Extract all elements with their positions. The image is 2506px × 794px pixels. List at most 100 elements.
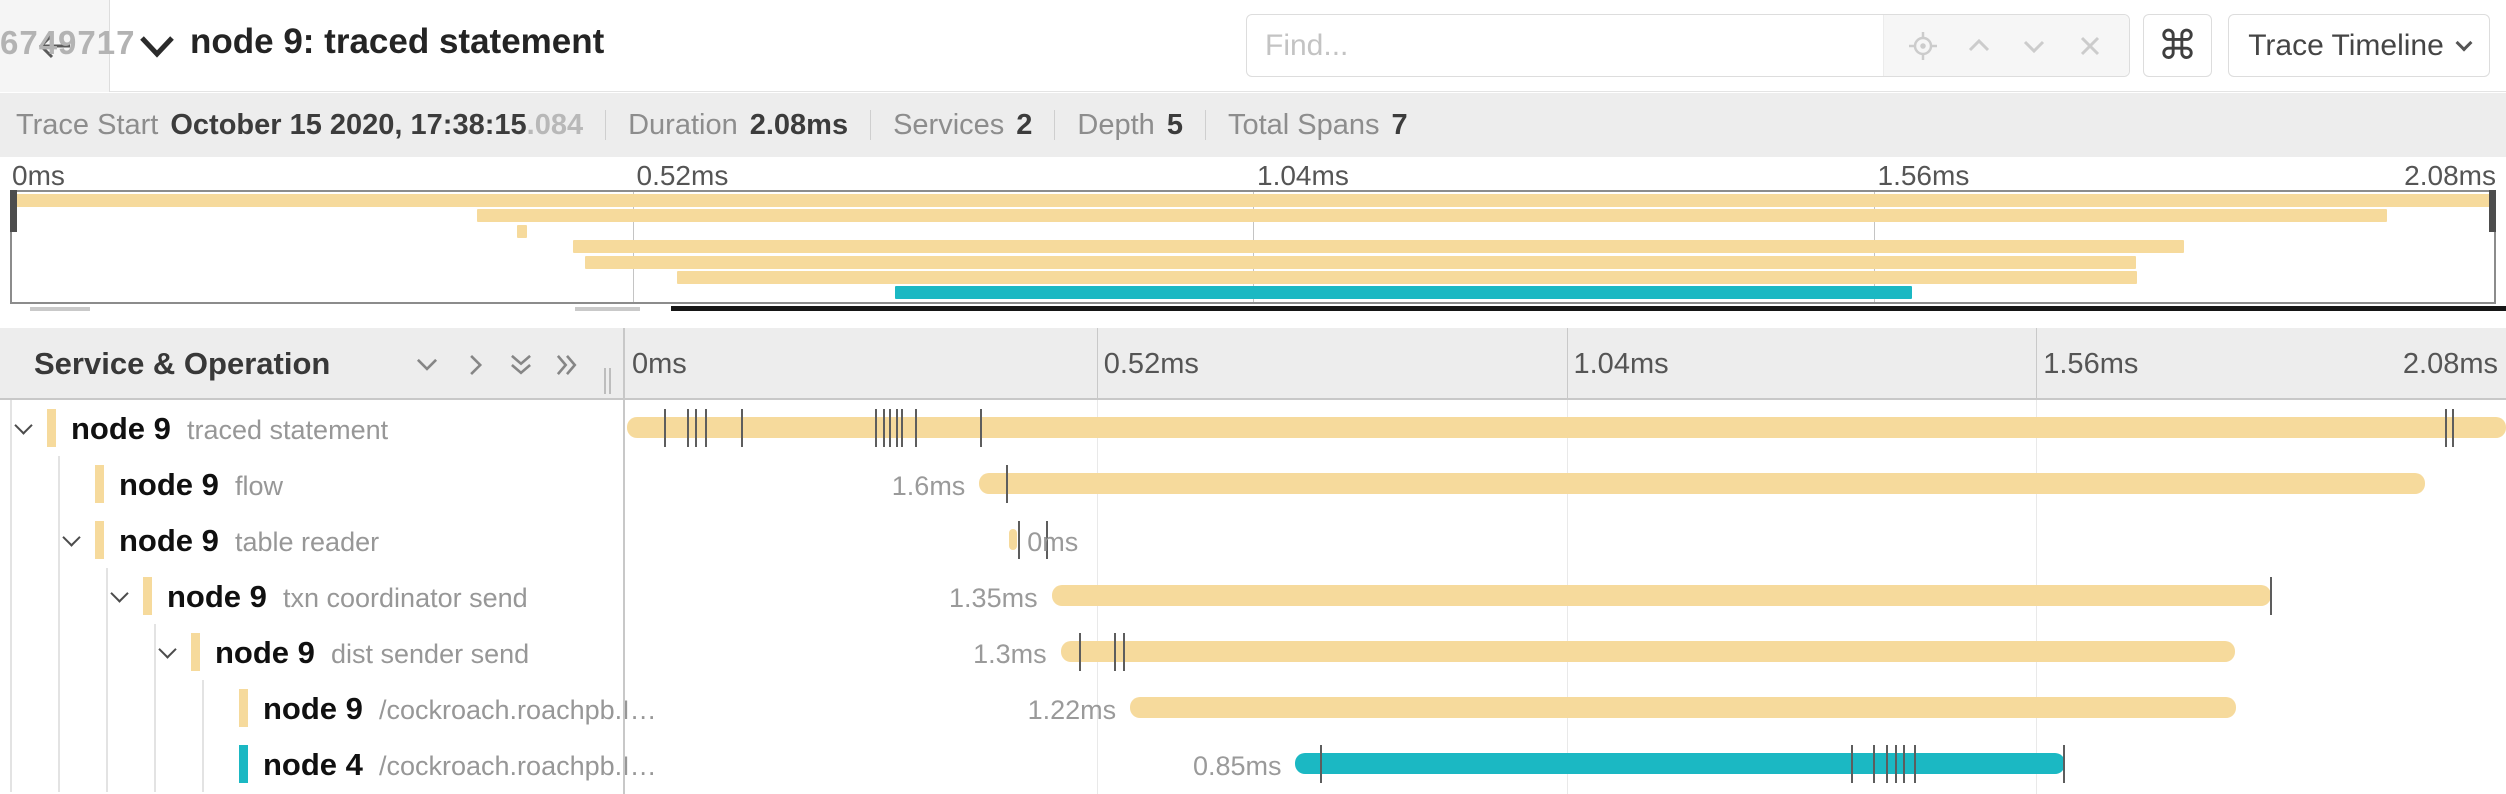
span-log-tick <box>874 409 877 447</box>
span-log-tick <box>900 409 903 447</box>
operation-name[interactable]: flow <box>235 471 284 501</box>
minimap-axis-tick-label: 0.52ms <box>636 160 729 191</box>
operation-name[interactable]: /cockroach.roachpb.I… <box>379 751 657 781</box>
summary-item: Services 2 <box>893 109 1032 142</box>
expand-collapse-chevron-icon[interactable] <box>14 416 33 435</box>
service-name[interactable]: node 9 <box>71 411 171 446</box>
span-log-tick <box>664 409 667 447</box>
span-log-tick <box>882 409 885 447</box>
minimap-axis-tick-label: 2.08ms <box>2404 160 2496 191</box>
span-row[interactable]: node 9 dist sender send 1.3ms <box>0 624 2506 680</box>
tree-indent-guide <box>202 680 204 736</box>
horizontal-scrollbar[interactable] <box>671 306 2506 311</box>
span-row[interactable]: node 9 txn coordinator send 1.35ms <box>0 568 2506 624</box>
trace-view-dropdown-label: Trace Timeline <box>2248 28 2444 62</box>
timeline-axis-tick-label: 1.04ms <box>1573 348 1669 380</box>
operation-name[interactable]: traced statement <box>187 415 389 445</box>
trace-view-dropdown[interactable]: Trace Timeline <box>2228 14 2490 77</box>
expand-collapse-chevron-icon[interactable] <box>62 528 81 547</box>
collapse-all-chevron-down-icon[interactable] <box>414 352 440 378</box>
operation-name[interactable]: table reader <box>235 527 380 557</box>
expand-all-double-chevron-right-icon[interactable] <box>554 352 580 378</box>
service-name[interactable]: node 4 <box>263 747 363 782</box>
service-name[interactable]: node 9 <box>215 635 315 670</box>
span-log-tick <box>740 409 743 447</box>
collapse-trace-header-chevron-icon[interactable] <box>136 30 178 62</box>
span-duration-bar[interactable] <box>1009 529 1018 550</box>
tree-indent-guide <box>106 736 108 792</box>
span-duration-bar[interactable] <box>1060 641 2235 662</box>
timeline-axis-tick-label: 0.52ms <box>1103 348 1199 380</box>
find-clear-icon[interactable] <box>2073 29 2107 63</box>
tree-indent-guide <box>106 680 108 736</box>
find-input[interactable] <box>1247 15 1883 76</box>
tree-indent-guide <box>10 400 12 456</box>
tree-indent-guide <box>154 680 156 736</box>
span-log-tick <box>1895 745 1898 783</box>
minimap-span-bar <box>12 194 2494 207</box>
operation-name[interactable]: dist sender send <box>331 639 530 669</box>
scrollbar-track-stub <box>575 307 640 311</box>
summary-value-suffix: .084 <box>526 108 584 141</box>
span-row[interactable]: node 9/cockroach.roachpb.I… 1.22ms <box>0 680 2506 736</box>
find-next-icon[interactable] <box>2017 29 2051 63</box>
span-duration-bar[interactable] <box>1051 585 2272 606</box>
service-color-swatch <box>239 689 248 727</box>
span-duration-bar[interactable] <box>1295 753 2066 774</box>
operation-name[interactable]: txn coordinator send <box>283 583 528 613</box>
span-log-tick <box>1122 633 1125 671</box>
tree-indent-guide <box>58 456 60 512</box>
minimap-span-bar <box>477 209 2387 223</box>
summary-value: October 15 2020, 17:38:15 <box>170 108 527 141</box>
summary-separator <box>605 110 607 140</box>
minimap-right-scrubber-handle[interactable] <box>2489 190 2496 232</box>
span-duration-bar[interactable] <box>627 417 2506 438</box>
service-name[interactable]: node 9 <box>119 523 219 558</box>
summary-label: Services <box>893 108 1005 141</box>
summary-item: Trace Start October 15 2020, 17:38:15.084 <box>16 109 583 142</box>
span-row[interactable]: node 9 traced statement <box>0 400 2506 456</box>
summary-item: Duration 2.08ms <box>628 109 848 142</box>
tree-indent-guide <box>154 624 156 680</box>
minimap-left-scrubber-handle[interactable] <box>10 190 17 232</box>
summary-label: Duration <box>628 108 738 141</box>
span-log-tick <box>704 409 707 447</box>
span-duration-bar[interactable] <box>1130 697 2236 718</box>
service-name[interactable]: node 9 <box>263 691 363 726</box>
locate-icon[interactable] <box>1906 29 1940 63</box>
span-row[interactable]: node 4/cockroach.roachpb.I… 0.85ms <box>0 736 2506 792</box>
keyboard-shortcuts-button[interactable]: ⌘ <box>2143 14 2212 77</box>
span-log-tick <box>694 409 697 447</box>
page-title: node 9: traced statement <box>190 22 605 61</box>
find-prev-icon[interactable] <box>1962 29 1996 63</box>
span-row[interactable]: node 9 table reader 0ms <box>0 512 2506 568</box>
find-controls <box>1883 15 2129 76</box>
span-row[interactable]: node 9 flow 1.6ms <box>0 456 2506 512</box>
timeline-header-gridline <box>1096 328 1098 398</box>
span-log-tick <box>1319 745 1322 783</box>
column-resize-handle[interactable] <box>604 368 616 394</box>
operation-name[interactable]: /cockroach.roachpb.I… <box>379 695 657 725</box>
span-log-tick <box>1914 745 1917 783</box>
span-duration-bar[interactable] <box>979 473 2425 494</box>
back-button[interactable] <box>0 0 110 92</box>
timeline-axis-tick-label: 1.56ms <box>2043 348 2139 380</box>
service-color-swatch <box>239 745 248 783</box>
collapse-all-double-chevron-down-icon[interactable] <box>508 352 534 378</box>
span-log-tick <box>980 409 983 447</box>
expand-one-chevron-right-icon[interactable] <box>462 352 488 378</box>
minimap-span-bar <box>895 286 1912 300</box>
trace-summary-bar: Trace Start October 15 2020, 17:38:15.084… <box>0 93 2506 157</box>
timeline-header-gridline <box>1566 328 1568 398</box>
summary-label: Total Spans <box>1227 108 1380 141</box>
service-name[interactable]: node 9 <box>119 467 219 502</box>
trace-minimap[interactable] <box>10 190 2496 304</box>
tree-indent-guide <box>10 568 12 624</box>
service-name[interactable]: node 9 <box>167 579 267 614</box>
timeline-header-gridline <box>2036 328 2038 398</box>
span-log-tick <box>888 409 891 447</box>
tree-indent-guide <box>58 624 60 680</box>
span-log-tick <box>2063 745 2066 783</box>
span-log-tick <box>1851 745 1854 783</box>
summary-value: 5 <box>1166 108 1183 141</box>
